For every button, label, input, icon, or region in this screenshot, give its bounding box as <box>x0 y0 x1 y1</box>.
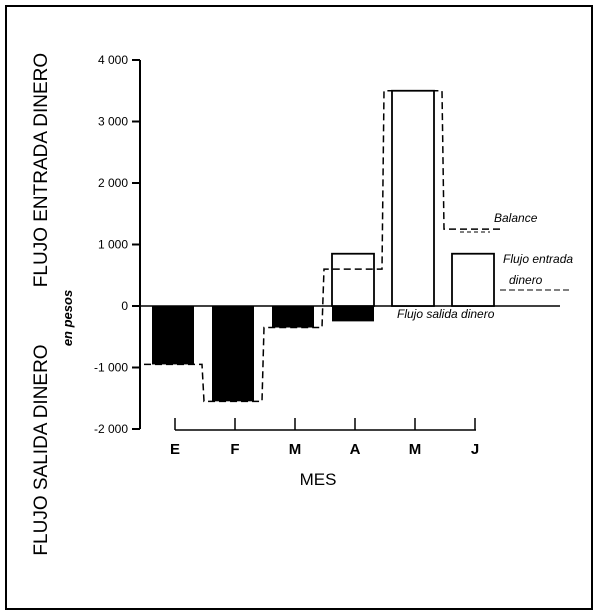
x-tick-label-5: J <box>471 441 479 458</box>
y-tick-label-6: -2 000 <box>94 422 128 436</box>
legend-flujo-salida: Flujo salida dinero <box>397 307 495 321</box>
series-balance-line <box>144 90 502 403</box>
ylabel-top: FLUJO ENTRADA DINERO <box>31 53 52 287</box>
legend-flujo-entrada-line2: dinero <box>509 273 543 287</box>
legend-flujo-entrada-line1: Flujo entrada <box>503 252 573 266</box>
x-tick-label-1: F <box>230 441 239 458</box>
xlabel: MES <box>300 470 337 489</box>
y-tick-label-1: 3 000 <box>98 115 128 129</box>
bar-salida-2 <box>272 306 314 328</box>
y-tick-label-4: 0 <box>121 299 128 313</box>
y-tick-label-5: -1 000 <box>94 361 128 375</box>
bar-entrada-3 <box>331 252 375 307</box>
unit-label: en pesos <box>60 290 75 346</box>
y-tick-label-0: 4 000 <box>98 53 128 67</box>
bar-salida-0 <box>152 306 194 365</box>
x-tick-label-3: A <box>350 441 361 458</box>
x-tick-label-2: M <box>289 441 302 458</box>
x-tick-label-0: E <box>170 441 180 458</box>
bar-salida-3 <box>332 306 374 322</box>
bar-entrada-4 <box>391 89 435 307</box>
x-tick-label-4: M <box>409 441 422 458</box>
legend-flujo-entrada: Flujo entrada dinero <box>503 252 573 287</box>
y-tick-label-2: 2 000 <box>98 176 128 190</box>
chart-frame <box>5 5 593 610</box>
ylabel-bottom: FLUJO SALIDA DINERO <box>31 344 52 555</box>
legend-balance: Balance <box>494 211 538 225</box>
bar-entrada-5 <box>451 252 495 307</box>
bar-salida-1 <box>212 306 254 402</box>
y-tick-label-3: 1 000 <box>98 238 128 252</box>
